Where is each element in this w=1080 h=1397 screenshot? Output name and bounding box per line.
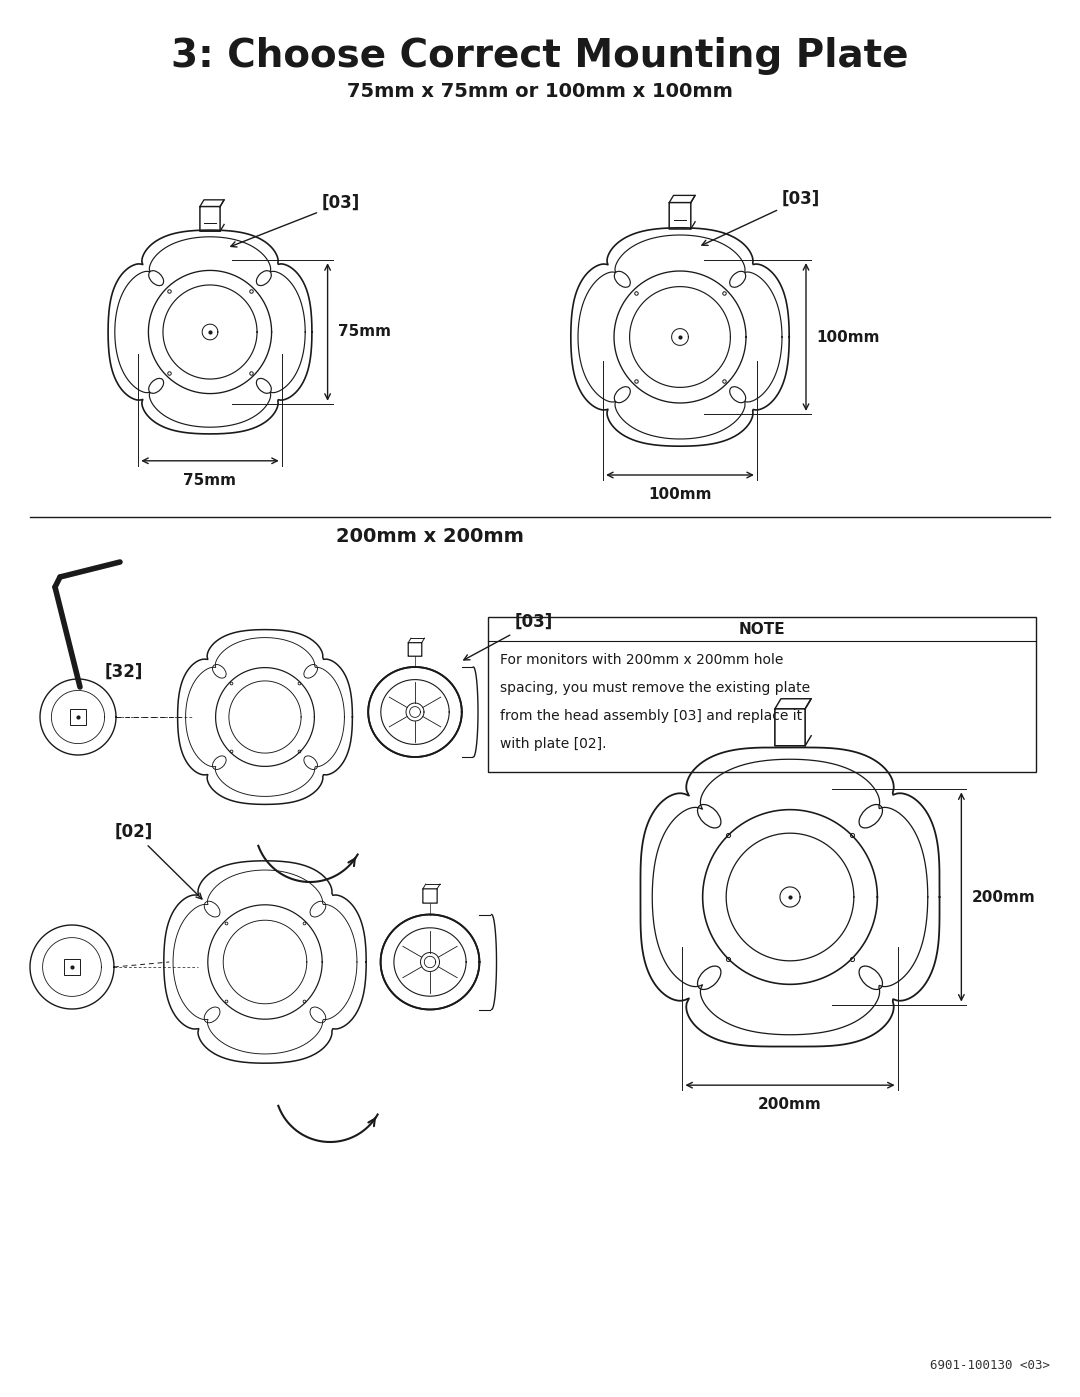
Text: [03]: [03] xyxy=(702,190,820,246)
Text: NOTE: NOTE xyxy=(739,622,785,637)
Text: [02]: [02] xyxy=(114,823,202,898)
Text: 3: Choose Correct Mounting Plate: 3: Choose Correct Mounting Plate xyxy=(172,36,908,75)
Text: For monitors with 200mm x 200mm hole: For monitors with 200mm x 200mm hole xyxy=(500,652,783,666)
Bar xyxy=(488,617,1036,773)
Text: [03]: [03] xyxy=(463,613,553,659)
Text: spacing, you must remove the existing plate: spacing, you must remove the existing pl… xyxy=(500,680,810,694)
Text: 100mm: 100mm xyxy=(816,330,879,345)
Bar xyxy=(64,958,80,975)
Text: 75mm x 75mm or 100mm x 100mm: 75mm x 75mm or 100mm x 100mm xyxy=(347,82,733,101)
Bar xyxy=(70,710,85,725)
Text: with plate [02].: with plate [02]. xyxy=(500,738,607,752)
Text: 75mm: 75mm xyxy=(184,472,237,488)
Text: 75mm: 75mm xyxy=(338,324,391,339)
Text: 6901-100130 <03>: 6901-100130 <03> xyxy=(930,1359,1050,1372)
Text: [03]: [03] xyxy=(231,194,361,247)
Text: 200mm: 200mm xyxy=(971,890,1035,904)
Text: 200mm x 200mm: 200mm x 200mm xyxy=(336,527,524,546)
Text: from the head assembly [03] and replace it: from the head assembly [03] and replace … xyxy=(500,710,802,724)
Text: [32]: [32] xyxy=(105,664,144,680)
Text: 100mm: 100mm xyxy=(648,488,712,502)
Text: 200mm: 200mm xyxy=(758,1097,822,1112)
